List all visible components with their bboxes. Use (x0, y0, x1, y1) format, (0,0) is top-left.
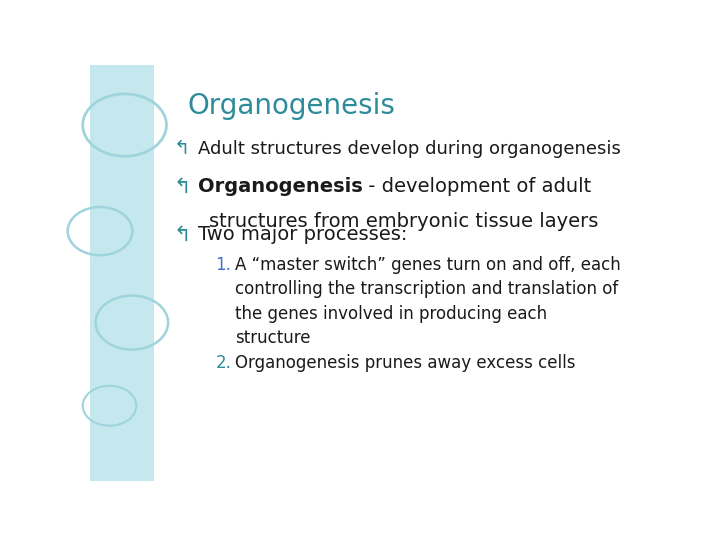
Text: ↰: ↰ (174, 225, 192, 245)
Text: ↰: ↰ (174, 177, 192, 197)
Text: Organogenesis: Organogenesis (198, 177, 362, 196)
Text: 1.: 1. (215, 256, 231, 274)
Text: Organogenesis: Organogenesis (188, 92, 395, 120)
Text: ↰: ↰ (174, 140, 190, 159)
Text: A “master switch” genes turn on and off, each
controlling the transcription and : A “master switch” genes turn on and off,… (235, 256, 621, 347)
FancyBboxPatch shape (90, 65, 154, 481)
Text: Organogenesis prunes away excess cells: Organogenesis prunes away excess cells (235, 354, 575, 372)
Text: structures from embryonic tissue layers: structures from embryonic tissue layers (209, 212, 598, 232)
Text: 2.: 2. (215, 354, 231, 372)
Text: Two major processes:: Two major processes: (198, 225, 407, 244)
Text: Adult structures develop during organogenesis: Adult structures develop during organoge… (198, 140, 621, 158)
Text: - development of adult: - development of adult (362, 177, 592, 196)
